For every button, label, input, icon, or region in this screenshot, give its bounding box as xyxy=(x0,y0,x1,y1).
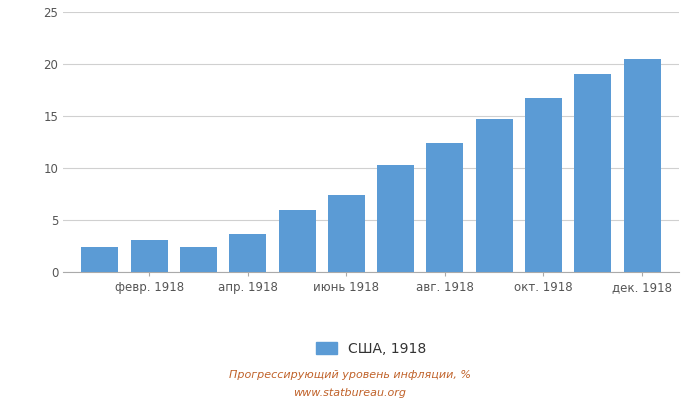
Bar xyxy=(426,143,463,272)
Bar xyxy=(377,165,414,272)
Legend: США, 1918: США, 1918 xyxy=(310,336,432,361)
Bar xyxy=(230,234,266,272)
Bar xyxy=(525,98,562,272)
Text: www.statbureau.org: www.statbureau.org xyxy=(293,388,407,398)
Bar xyxy=(574,74,611,272)
Bar xyxy=(279,210,316,272)
Bar xyxy=(328,195,365,272)
Bar xyxy=(624,59,661,272)
Bar xyxy=(81,247,118,272)
Bar xyxy=(476,119,512,272)
Bar xyxy=(180,247,217,272)
Bar xyxy=(131,240,168,272)
Text: Прогрессирующий уровень инфляции, %: Прогрессирующий уровень инфляции, % xyxy=(229,370,471,380)
